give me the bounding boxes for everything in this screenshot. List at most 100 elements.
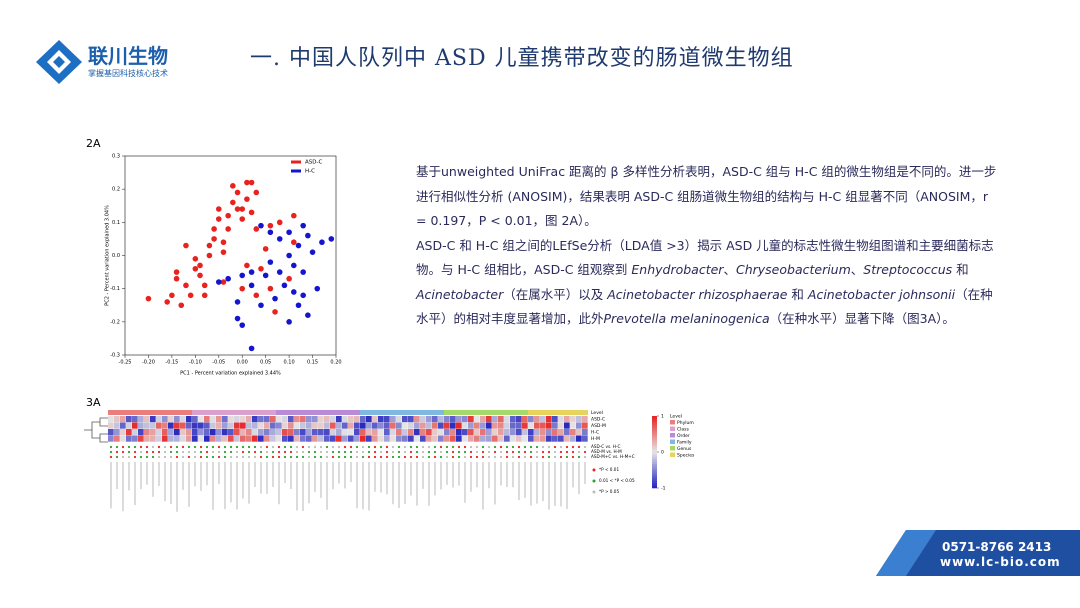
colorbar-cell — [652, 416, 657, 419]
sig-dot — [163, 445, 167, 449]
sig-dot — [409, 455, 413, 459]
point — [173, 269, 180, 275]
heat-cell — [576, 422, 582, 429]
sig-dot — [385, 450, 389, 454]
heat-cell — [330, 429, 336, 436]
heat-cell — [252, 435, 258, 442]
sig-dot — [145, 455, 149, 459]
sig-dot — [127, 445, 131, 449]
sig-dot — [409, 450, 413, 454]
heat-cell — [564, 422, 570, 429]
heat-cell — [348, 435, 354, 442]
text-run: 、 — [723, 262, 736, 277]
sig-dot — [445, 445, 449, 449]
p-legend-dot — [592, 479, 596, 483]
heat-cell — [570, 422, 576, 429]
sig-dot — [397, 450, 401, 454]
heat-cell — [306, 435, 312, 442]
taxon-name: Enhydrobacter — [631, 262, 724, 277]
point — [286, 275, 292, 282]
heat-cell — [540, 416, 546, 423]
heat-cell — [198, 429, 204, 436]
heat-cell — [192, 416, 198, 423]
sig-dot — [349, 445, 353, 449]
sig-dot — [379, 445, 383, 449]
heat-cell — [222, 435, 228, 442]
sig-dot — [193, 445, 197, 449]
text-run: ASD-C 和 H-C 组之间的LEfSe分析（LDA值 >3）揭示 ASD 儿… — [416, 237, 994, 278]
point — [230, 199, 236, 206]
colorbar-label: 0 — [661, 450, 664, 456]
heat-cell — [546, 429, 552, 436]
heat-cell — [504, 435, 510, 442]
point — [267, 285, 274, 292]
level-bar — [486, 410, 492, 415]
heat-cell — [198, 422, 204, 429]
heat-cell — [552, 429, 558, 436]
point — [220, 249, 227, 255]
point — [291, 212, 297, 219]
heat-cell — [186, 435, 192, 442]
heat-cell — [462, 422, 468, 429]
heat-cell — [162, 416, 168, 423]
level-bar — [312, 410, 318, 415]
point — [276, 219, 283, 226]
text-run: 和 — [787, 286, 808, 302]
heat-cell — [258, 429, 264, 436]
heat-cell — [270, 416, 276, 423]
heat-cell — [162, 435, 168, 442]
heat-cell — [402, 416, 408, 423]
sig-dot — [235, 450, 239, 454]
sig-dot — [145, 450, 149, 454]
level-bar — [138, 410, 144, 415]
heat-cell — [150, 435, 156, 442]
sig-dot — [439, 455, 443, 459]
comparison-label: ASD-C vs. H-C — [591, 444, 620, 449]
heat-cell — [312, 422, 318, 429]
heat-cell — [342, 429, 348, 436]
heat-cell — [222, 422, 228, 429]
heat-cell — [300, 429, 306, 436]
y-tick-label: -0.3 — [110, 353, 120, 359]
sig-dot — [379, 455, 383, 459]
level-bar — [546, 410, 552, 415]
heat-cell — [414, 422, 420, 429]
heat-cell — [132, 429, 138, 436]
heat-cell — [288, 435, 294, 442]
sig-dot — [499, 445, 503, 449]
sig-dot — [337, 445, 341, 449]
colorbar-cell — [652, 425, 657, 429]
heat-cell — [174, 429, 180, 436]
sig-dot — [217, 450, 221, 454]
sig-dot — [307, 455, 311, 459]
heat-cell — [318, 422, 324, 429]
sig-dot — [463, 455, 467, 459]
point — [295, 302, 302, 309]
heat-cell — [120, 429, 126, 436]
heat-cell — [330, 422, 336, 429]
level-bar — [504, 410, 510, 415]
level-bar — [276, 410, 282, 415]
text-run: （在种水平）显著下降（图3A）。 — [769, 311, 955, 326]
level-bar — [114, 410, 120, 415]
point — [178, 302, 185, 309]
level-bar — [552, 410, 558, 415]
colorbar-cell — [652, 432, 657, 436]
sig-dot — [121, 450, 125, 454]
level-bar — [462, 410, 468, 415]
sig-dot — [157, 455, 161, 459]
sig-dot — [583, 455, 587, 459]
colorbar-cell — [652, 483, 657, 486]
sig-dot — [355, 455, 359, 459]
heat-cell — [252, 416, 258, 423]
heat-cell — [258, 422, 264, 429]
row-label: H-C — [591, 430, 599, 436]
heat-cell — [510, 422, 516, 429]
heat-cell — [372, 435, 378, 442]
x-tick-label: -0.15 — [165, 360, 178, 366]
colorbar-cell — [652, 464, 657, 467]
level-bar — [228, 410, 234, 415]
level-name: Class — [677, 427, 689, 433]
sig-dot — [493, 455, 497, 459]
heat-cell — [294, 435, 300, 442]
